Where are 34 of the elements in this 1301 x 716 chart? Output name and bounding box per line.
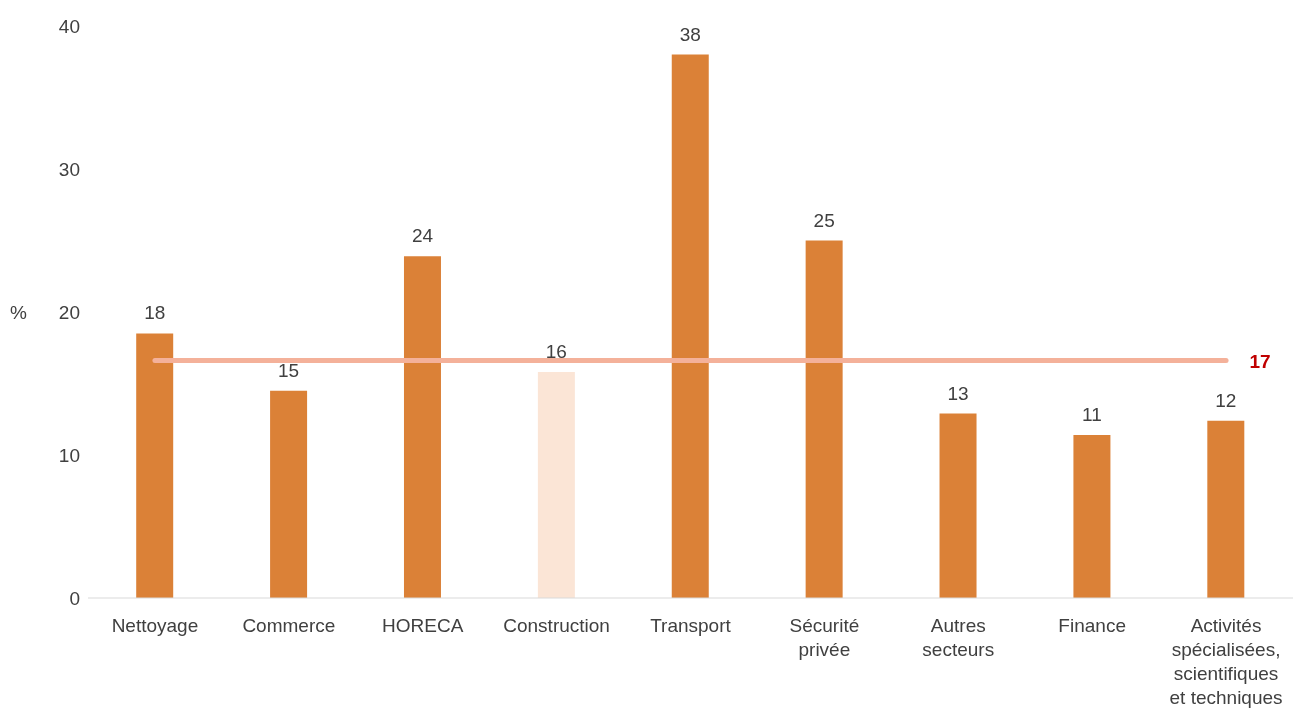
y-tick-label: 40: [58, 15, 80, 37]
data-label: 13: [947, 382, 969, 404]
x-tick-label: Activités spécialisées, scientifiques et techniques: [1169, 615, 1283, 708]
bar: [403, 256, 441, 598]
data-label: 11: [1082, 403, 1102, 425]
x-tick-label: HORECA: [382, 615, 464, 636]
data-label: 16: [545, 341, 567, 363]
x-tick-label: Sécurité privée: [789, 615, 860, 660]
y-tick-label: 10: [58, 444, 80, 466]
data-label: 38: [679, 23, 701, 45]
y-tick-label: 20: [58, 301, 80, 323]
ref-line-label: 17: [1249, 350, 1271, 372]
data-label: 25: [813, 209, 835, 231]
x-tick-label: Commerce: [242, 615, 336, 636]
x-tick-label: Finance: [1058, 615, 1126, 636]
data-label: 18: [144, 302, 166, 324]
bar: [939, 413, 977, 598]
data-label: 15: [278, 359, 300, 381]
bar: [1073, 434, 1111, 598]
bar: [270, 390, 308, 598]
x-tick-label: Nettoyage: [111, 615, 199, 636]
bar: [136, 333, 174, 598]
bar: [1207, 420, 1245, 598]
y-tick-label: 0: [69, 587, 80, 609]
y-axis-title: %: [10, 301, 27, 323]
y-tick-label: 30: [58, 158, 80, 180]
data-label: 12: [1215, 389, 1237, 411]
x-tick-label: Transport: [650, 615, 732, 636]
x-tick-label: Construction: [503, 615, 610, 636]
bar: [671, 54, 709, 598]
data-label: 24: [411, 225, 434, 247]
x-tick-label: Autres secteurs: [922, 615, 995, 660]
bar: [537, 372, 575, 598]
bar: [805, 240, 843, 598]
